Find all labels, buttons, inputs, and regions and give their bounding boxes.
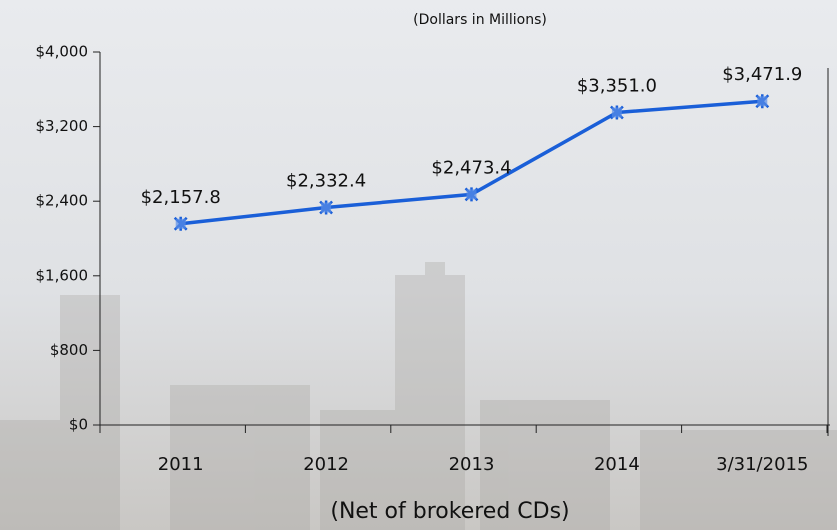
data-label: $3,471.9 [722,64,802,85]
y-tick-label: $4,000 [36,43,89,61]
data-label: $2,332.4 [286,171,366,192]
y-tick-label: $1,600 [36,266,89,284]
data-label: $2,157.8 [141,187,221,208]
subtitle: (Dollars in Millions) [413,12,547,28]
marker-body [611,107,622,118]
x-tick-label: 3/31/2015 [716,454,808,475]
y-tick-label: $800 [50,341,88,359]
marker-body [757,96,768,107]
y-tick-label: $0 [69,416,88,434]
y-tick-label: $3,200 [36,117,89,135]
x-tick-label: 2012 [303,454,349,475]
y-tick-label: $2,400 [36,192,89,210]
marker-body [175,218,186,229]
x-axis-label: (Net of brokered CDs) [330,499,569,524]
x-tick-label: 2014 [594,454,640,475]
data-label: $2,473.4 [431,157,511,178]
x-tick-label: 2011 [158,454,204,475]
marker-body [466,189,477,200]
marker-body [321,202,332,213]
data-label: $3,351.0 [577,76,657,97]
x-tick-label: 2013 [449,454,495,475]
skyline [0,262,837,530]
